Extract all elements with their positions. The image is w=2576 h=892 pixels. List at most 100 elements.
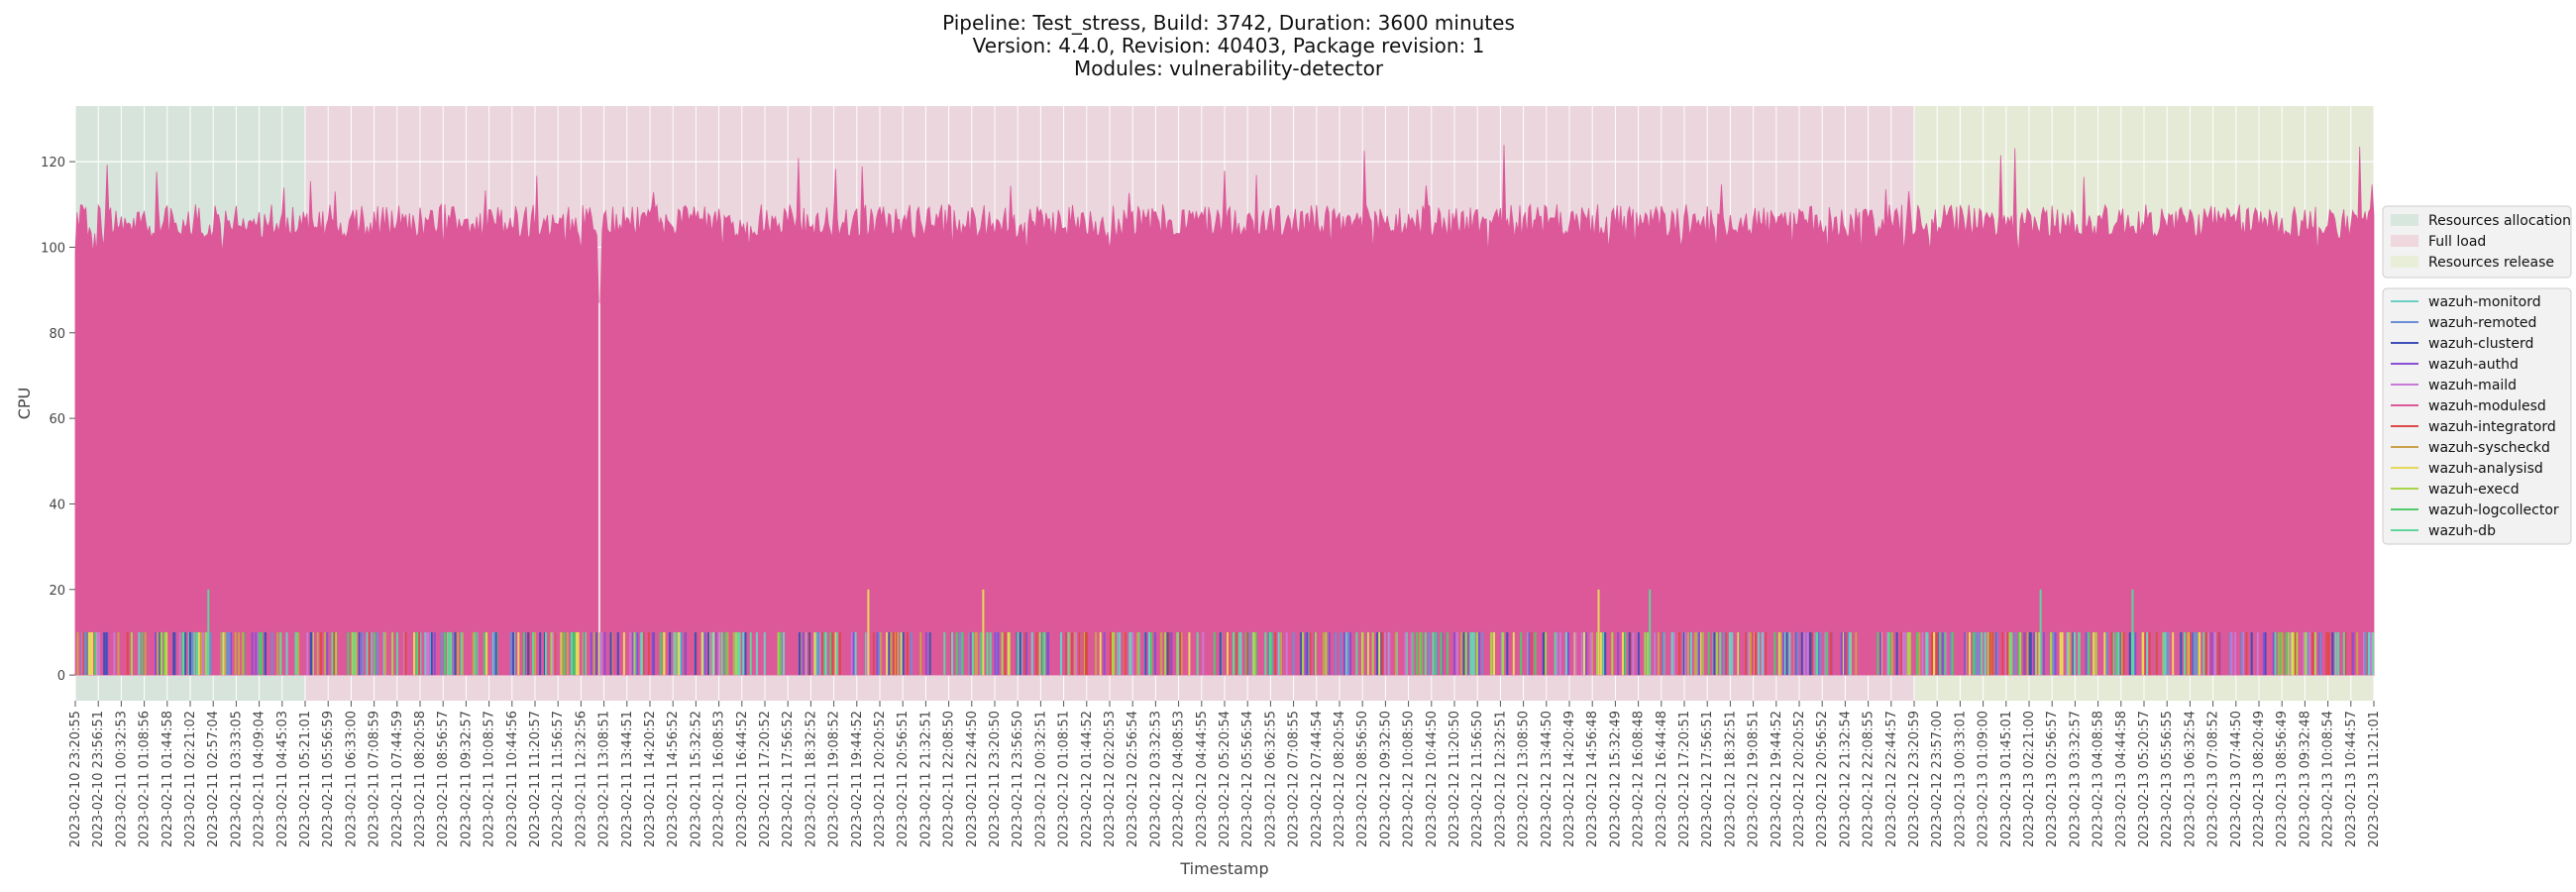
x-tick-label-30: 2023-02-11 17:20:52 [758,711,773,847]
x-tick-label-65: 2023-02-12 14:20:49 [1562,711,1577,847]
x-tick-label-13: 2023-02-11 07:08:59 [368,711,382,847]
x-tick-label-21: 2023-02-11 11:56:57 [551,711,566,847]
x-tick-label-7: 2023-02-11 03:33:05 [229,711,244,847]
y-tick-label-5: 100 [41,241,65,256]
y-tick-label-3: 60 [49,412,65,427]
x-tick-label-1: 2023-02-10 23:56:51 [91,711,106,847]
x-tick-label-26: 2023-02-11 14:56:52 [666,711,681,847]
x-tick-label-41: 2023-02-11 23:56:50 [1011,711,1025,847]
legend-label-phase-0: Resources allocation [2428,213,2571,229]
x-tick-label-39: 2023-02-11 22:44:50 [965,711,980,847]
y-tick-label-4: 80 [49,327,65,342]
x-tick-label-17: 2023-02-11 09:32:57 [459,711,474,847]
x-tick-label-5: 2023-02-11 02:21:02 [183,711,198,847]
x-tick-label-74: 2023-02-12 19:44:52 [1770,711,1784,847]
legend-series: wazuh-monitord wazuh-remoted wazuh-cluster… [2382,287,2572,545]
title-line-2: Version: 4.4.0, Revision: 40403, Package… [973,34,1485,57]
x-tick-label-47: 2023-02-12 03:32:53 [1148,711,1163,847]
x-tick-label-58: 2023-02-12 10:08:50 [1402,711,1417,847]
x-tick-label-88: 2023-02-13 04:08:58 [2092,711,2106,847]
legend-series-box [2382,287,2572,545]
x-tick-label-97: 2023-02-13 09:32:48 [2298,711,2312,847]
x-tick-label-27: 2023-02-11 15:32:52 [689,711,703,847]
y-tick-label-2: 40 [49,498,65,512]
title-line-1: Pipeline: Test_stress, Build: 3742, Dura… [942,11,1515,35]
x-tick-label-40: 2023-02-11 23:20:50 [988,711,1003,847]
x-tick-label-96: 2023-02-13 08:56:49 [2275,711,2290,847]
x-tick-label-94: 2023-02-13 07:44:50 [2229,711,2244,847]
x-tick-label-19: 2023-02-11 10:44:56 [505,711,520,847]
x-tick-label-75: 2023-02-12 20:20:52 [1792,711,1807,847]
x-tick-label-85: 2023-02-13 02:21:00 [2022,711,2037,847]
x-tick-label-28: 2023-02-11 16:08:53 [712,711,727,847]
legend-label-wazuh-authd: wazuh-authd [2428,357,2519,373]
x-tick-label-18: 2023-02-11 10:08:57 [483,711,497,847]
x-tick-label-15: 2023-02-11 08:20:58 [413,711,428,847]
x-tick-label-93: 2023-02-13 07:08:52 [2206,711,2221,847]
legend-label-phase-2: Resources release [2428,255,2554,271]
x-tick-label-91: 2023-02-13 05:56:55 [2160,711,2175,847]
x-tick-label-37: 2023-02-11 21:32:51 [918,711,933,847]
y-axis-label: CPU [15,388,34,420]
x-tick-label-53: 2023-02-12 07:08:55 [1287,711,1302,847]
legend-phases-box [2382,205,2572,279]
x-tick-label-44: 2023-02-12 01:44:52 [1080,711,1095,847]
x-tick-label-45: 2023-02-12 02:20:53 [1103,711,1118,847]
x-tick-label-57: 2023-02-12 09:32:50 [1378,711,1393,847]
x-tick-label-6: 2023-02-11 02:57:04 [206,711,221,847]
x-tick-label-69: 2023-02-12 16:44:48 [1655,711,1669,847]
legend-label-wazuh-logcollector: wazuh-logcollector [2428,502,2559,518]
x-tick-label-48: 2023-02-12 04:08:53 [1172,711,1187,847]
legend-label-wazuh-monitord: wazuh-monitord [2428,294,2541,310]
legend-label-wazuh-syscheckd: wazuh-syscheckd [2428,440,2550,456]
x-tick-label-12: 2023-02-11 06:33:00 [344,711,359,847]
x-tick-label-51: 2023-02-12 05:56:54 [1240,711,1255,847]
x-tick-label-79: 2023-02-12 22:44:57 [1884,711,1899,847]
x-tick-label-99: 2023-02-13 10:44:57 [2344,711,2359,847]
x-tick-label-67: 2023-02-12 15:32:49 [1608,711,1623,847]
x-tick-label-82: 2023-02-13 00:33:01 [1953,711,1968,847]
x-tick-label-31: 2023-02-11 17:56:52 [781,711,796,847]
chart-title: Pipeline: Test_stress, Build: 3742, Dura… [942,11,1515,80]
x-tick-label-87: 2023-02-13 03:32:57 [2068,711,2083,847]
x-tick-label-35: 2023-02-11 20:20:52 [873,711,888,847]
legend-label-phase-1: Full load [2428,234,2486,250]
x-tick-label-43: 2023-02-12 01:08:51 [1057,711,1072,847]
title-line-3: Modules: vulnerability-detector [1074,56,1384,80]
x-tick-label-84: 2023-02-13 01:45:01 [1999,711,2014,847]
x-tick-label-56: 2023-02-12 08:56:50 [1355,711,1370,847]
x-tick-label-98: 2023-02-13 10:08:54 [2321,711,2336,847]
x-tick-label-78: 2023-02-12 22:08:55 [1862,711,1877,847]
x-tick-label-52: 2023-02-12 06:32:55 [1263,711,1278,847]
x-tick-label-76: 2023-02-12 20:56:52 [1815,711,1830,847]
legend-swatch-phase-1 [2391,235,2418,247]
x-tick-label-80: 2023-02-12 23:20:59 [1907,711,1922,847]
x-tick-label-90: 2023-02-13 05:20:57 [2137,711,2152,847]
x-tick-label-66: 2023-02-12 14:56:48 [1585,711,1600,847]
x-tick-label-42: 2023-02-12 00:32:51 [1033,711,1048,847]
y-tick-label-6: 120 [41,156,65,170]
x-tick-label-25: 2023-02-11 14:20:52 [643,711,658,847]
x-tick-label-49: 2023-02-12 04:44:55 [1195,711,1210,847]
series-area-wazuh-modulesd [74,145,2375,676]
legend-label-wazuh-maild: wazuh-maild [2428,378,2517,393]
legend-phases: Resources allocation Full load Resources r… [2382,205,2572,279]
x-tick-label-2: 2023-02-11 00:32:53 [114,711,129,847]
x-tick-label-70: 2023-02-12 17:20:51 [1677,711,1692,847]
x-tick-label-3: 2023-02-11 01:08:56 [138,711,153,847]
x-tick-label-62: 2023-02-12 12:32:51 [1493,711,1508,847]
x-tick-label-54: 2023-02-12 07:44:54 [1310,711,1325,847]
x-tick-label-73: 2023-02-12 19:08:51 [1747,711,1762,847]
x-tick-label-46: 2023-02-12 02:56:54 [1126,711,1140,847]
legend-label-wazuh-db: wazuh-db [2428,523,2496,539]
legend-label-wazuh-analysisd: wazuh-analysisd [2428,461,2543,477]
x-tick-label-50: 2023-02-12 05:20:54 [1218,711,1233,847]
x-tick-label-11: 2023-02-11 05:56:59 [321,711,336,847]
x-tick-label-0: 2023-02-10 23:20:55 [68,711,83,847]
x-tick-label-92: 2023-02-13 06:32:54 [2183,711,2198,847]
x-tick-label-77: 2023-02-12 21:32:54 [1838,711,1853,847]
x-tick-label-86: 2023-02-13 02:56:57 [2045,711,2060,847]
x-tick-label-29: 2023-02-11 16:44:52 [735,711,750,847]
x-tick-label-20: 2023-02-11 11:20:57 [528,711,543,847]
